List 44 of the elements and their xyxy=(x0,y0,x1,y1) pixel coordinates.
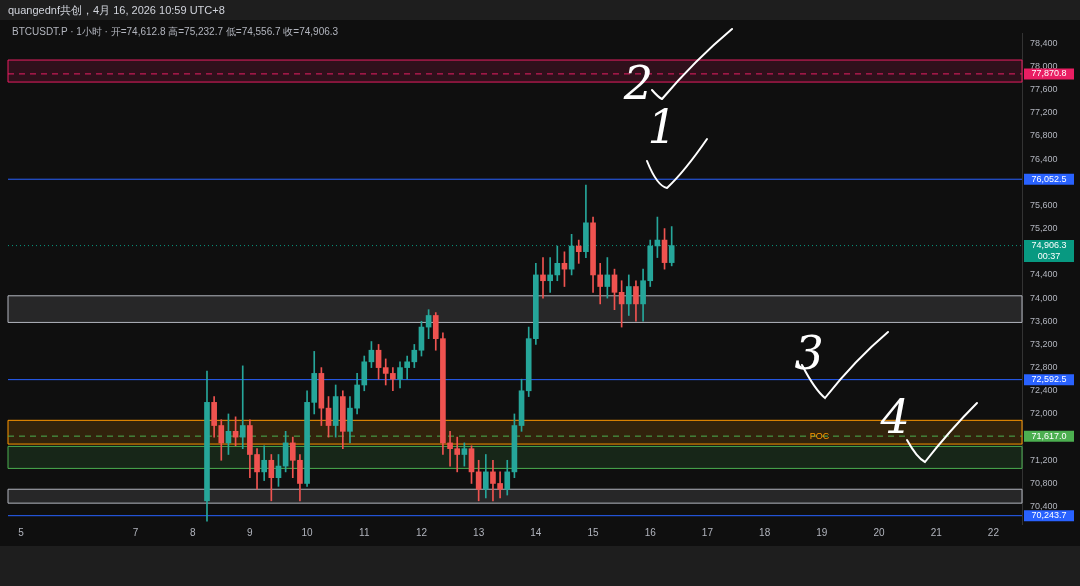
chart-subtitle: BTCUSDT.P · 1小时 · 开=74,612.8 高=75,232.7 低=74,556.7 收=74,906.3 xyxy=(12,25,339,39)
x-tick-label: 14 xyxy=(530,526,542,538)
x-tick-label: 10 xyxy=(301,526,314,538)
annotation: POC xyxy=(809,430,830,441)
y-tick-label: 75,200 xyxy=(1030,223,1058,234)
y-tick-label: 74,000 xyxy=(1030,292,1058,303)
x-tick-label: 12 xyxy=(415,526,428,538)
ref-line-label: 71,617.0 xyxy=(1031,430,1067,441)
y-tick-label: 70,800 xyxy=(1030,477,1058,488)
x-tick-label: 21 xyxy=(930,526,943,538)
x-tick-label: 7 xyxy=(132,526,139,538)
ref-line-label: 74,906.3 00:37 xyxy=(1031,240,1067,262)
y-tick-label: 77,600 xyxy=(1030,84,1058,95)
y-tick-label: 72,000 xyxy=(1030,408,1058,419)
y-tick-label: 74,400 xyxy=(1030,269,1058,280)
y-tick-label: 73,200 xyxy=(1030,338,1058,349)
y-tick-label: 72,800 xyxy=(1030,362,1058,373)
annotation: 3 xyxy=(794,326,824,381)
y-tick-label: 75,600 xyxy=(1030,199,1058,210)
y-tick-label: 72,400 xyxy=(1030,385,1058,396)
ref-line-label: 76,052.5 xyxy=(1031,173,1067,184)
y-tick-label: 76,400 xyxy=(1030,153,1058,164)
x-tick-label: 11 xyxy=(359,526,370,538)
y-tick-label: 76,800 xyxy=(1030,130,1058,141)
y-tick-label: 78,400 xyxy=(1030,37,1058,48)
x-tick-label: 8 xyxy=(189,526,196,538)
ref-line-label: 77,870.8 xyxy=(1031,68,1067,79)
x-tick-label: 19 xyxy=(816,526,828,538)
x-tick-label: 17 xyxy=(701,526,714,538)
ref-line-label: 70,243.7 xyxy=(1031,510,1067,521)
x-tick-label: 16 xyxy=(644,526,657,538)
x-tick-label: 9 xyxy=(247,526,254,538)
y-tick-label: 77,200 xyxy=(1030,107,1058,118)
y-tick-label: 73,600 xyxy=(1030,315,1058,326)
y-tick-label: 71,200 xyxy=(1030,454,1058,465)
ref-line-label: 72,592.5 xyxy=(1031,374,1067,385)
x-tick-label: 22 xyxy=(987,526,1000,538)
x-tick-label: 15 xyxy=(587,526,600,538)
x-tick-label: 18 xyxy=(759,526,771,538)
chart-title: quangednf共创，4月 16, 2026 10:59 UTC+8 xyxy=(8,3,225,18)
x-tick-label: 5 xyxy=(18,526,25,538)
x-tick-label: 13 xyxy=(473,526,485,538)
x-tick-label: 20 xyxy=(873,526,886,538)
y-tick-label: 70,400 xyxy=(1030,501,1058,512)
